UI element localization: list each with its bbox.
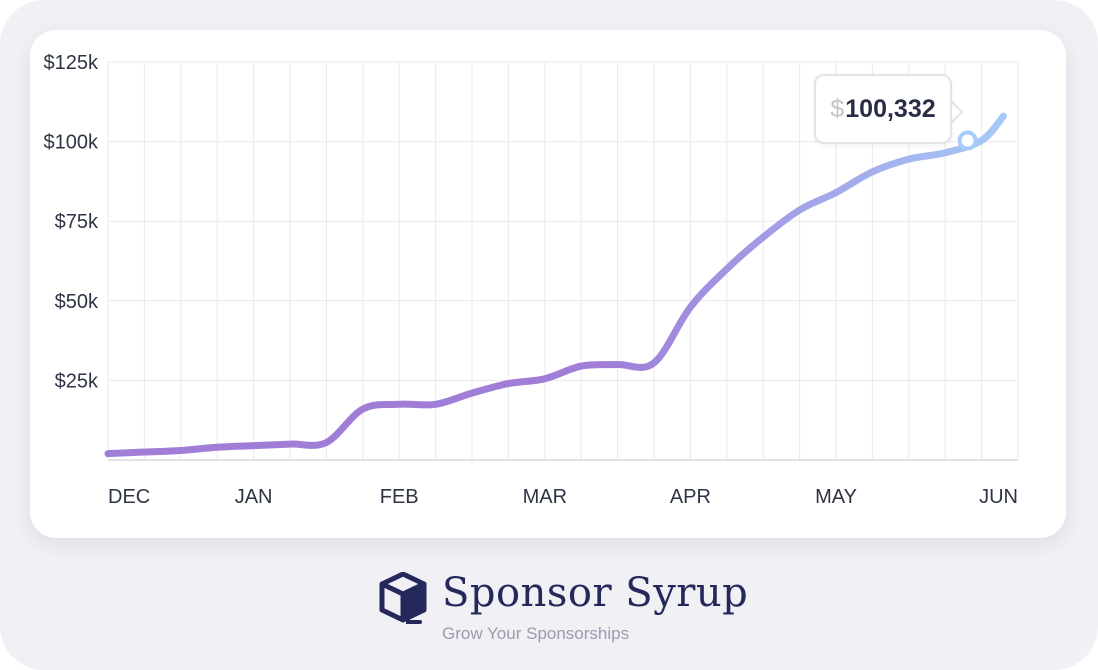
highlight-point[interactable] xyxy=(957,130,978,151)
x-tick-label: MAY xyxy=(815,486,857,508)
x-tick-label: JUN xyxy=(979,486,1018,508)
x-tick-label: JAN xyxy=(235,486,273,508)
y-tick-label: $50k xyxy=(55,291,99,313)
x-tick-label: APR xyxy=(670,486,711,508)
brand: Sponsor Syrup Grow Your Sponsorships xyxy=(378,568,748,648)
axis-ticks: $125k $100k $75k $50k $25k DEC JAN FEB MAR APR MAY… xyxy=(44,52,1019,508)
x-tick-label: MAR xyxy=(523,486,567,508)
y-tick-label: $25k xyxy=(55,370,99,392)
syrup-cube-icon xyxy=(379,572,427,624)
x-tick-label: DEC xyxy=(108,486,150,508)
tooltip-amount: 100,332 xyxy=(845,94,936,123)
y-tick-label: $75k xyxy=(55,211,99,233)
brand-tagline: Grow Your Sponsorships xyxy=(442,624,630,643)
x-tick-label: FEB xyxy=(380,486,419,508)
revenue-line-chart: $125k $100k $75k $50k $25k DEC JAN FEB MAR APR MAY… xyxy=(44,52,1019,508)
brand-name: Sponsor Syrup xyxy=(442,570,749,616)
y-tick-label: $125k xyxy=(44,52,99,74)
y-tick-label: $100k xyxy=(44,132,99,154)
value-tooltip: $ 100,332 xyxy=(814,74,952,144)
series-line xyxy=(104,112,1007,458)
tooltip-currency: $ xyxy=(830,94,845,123)
